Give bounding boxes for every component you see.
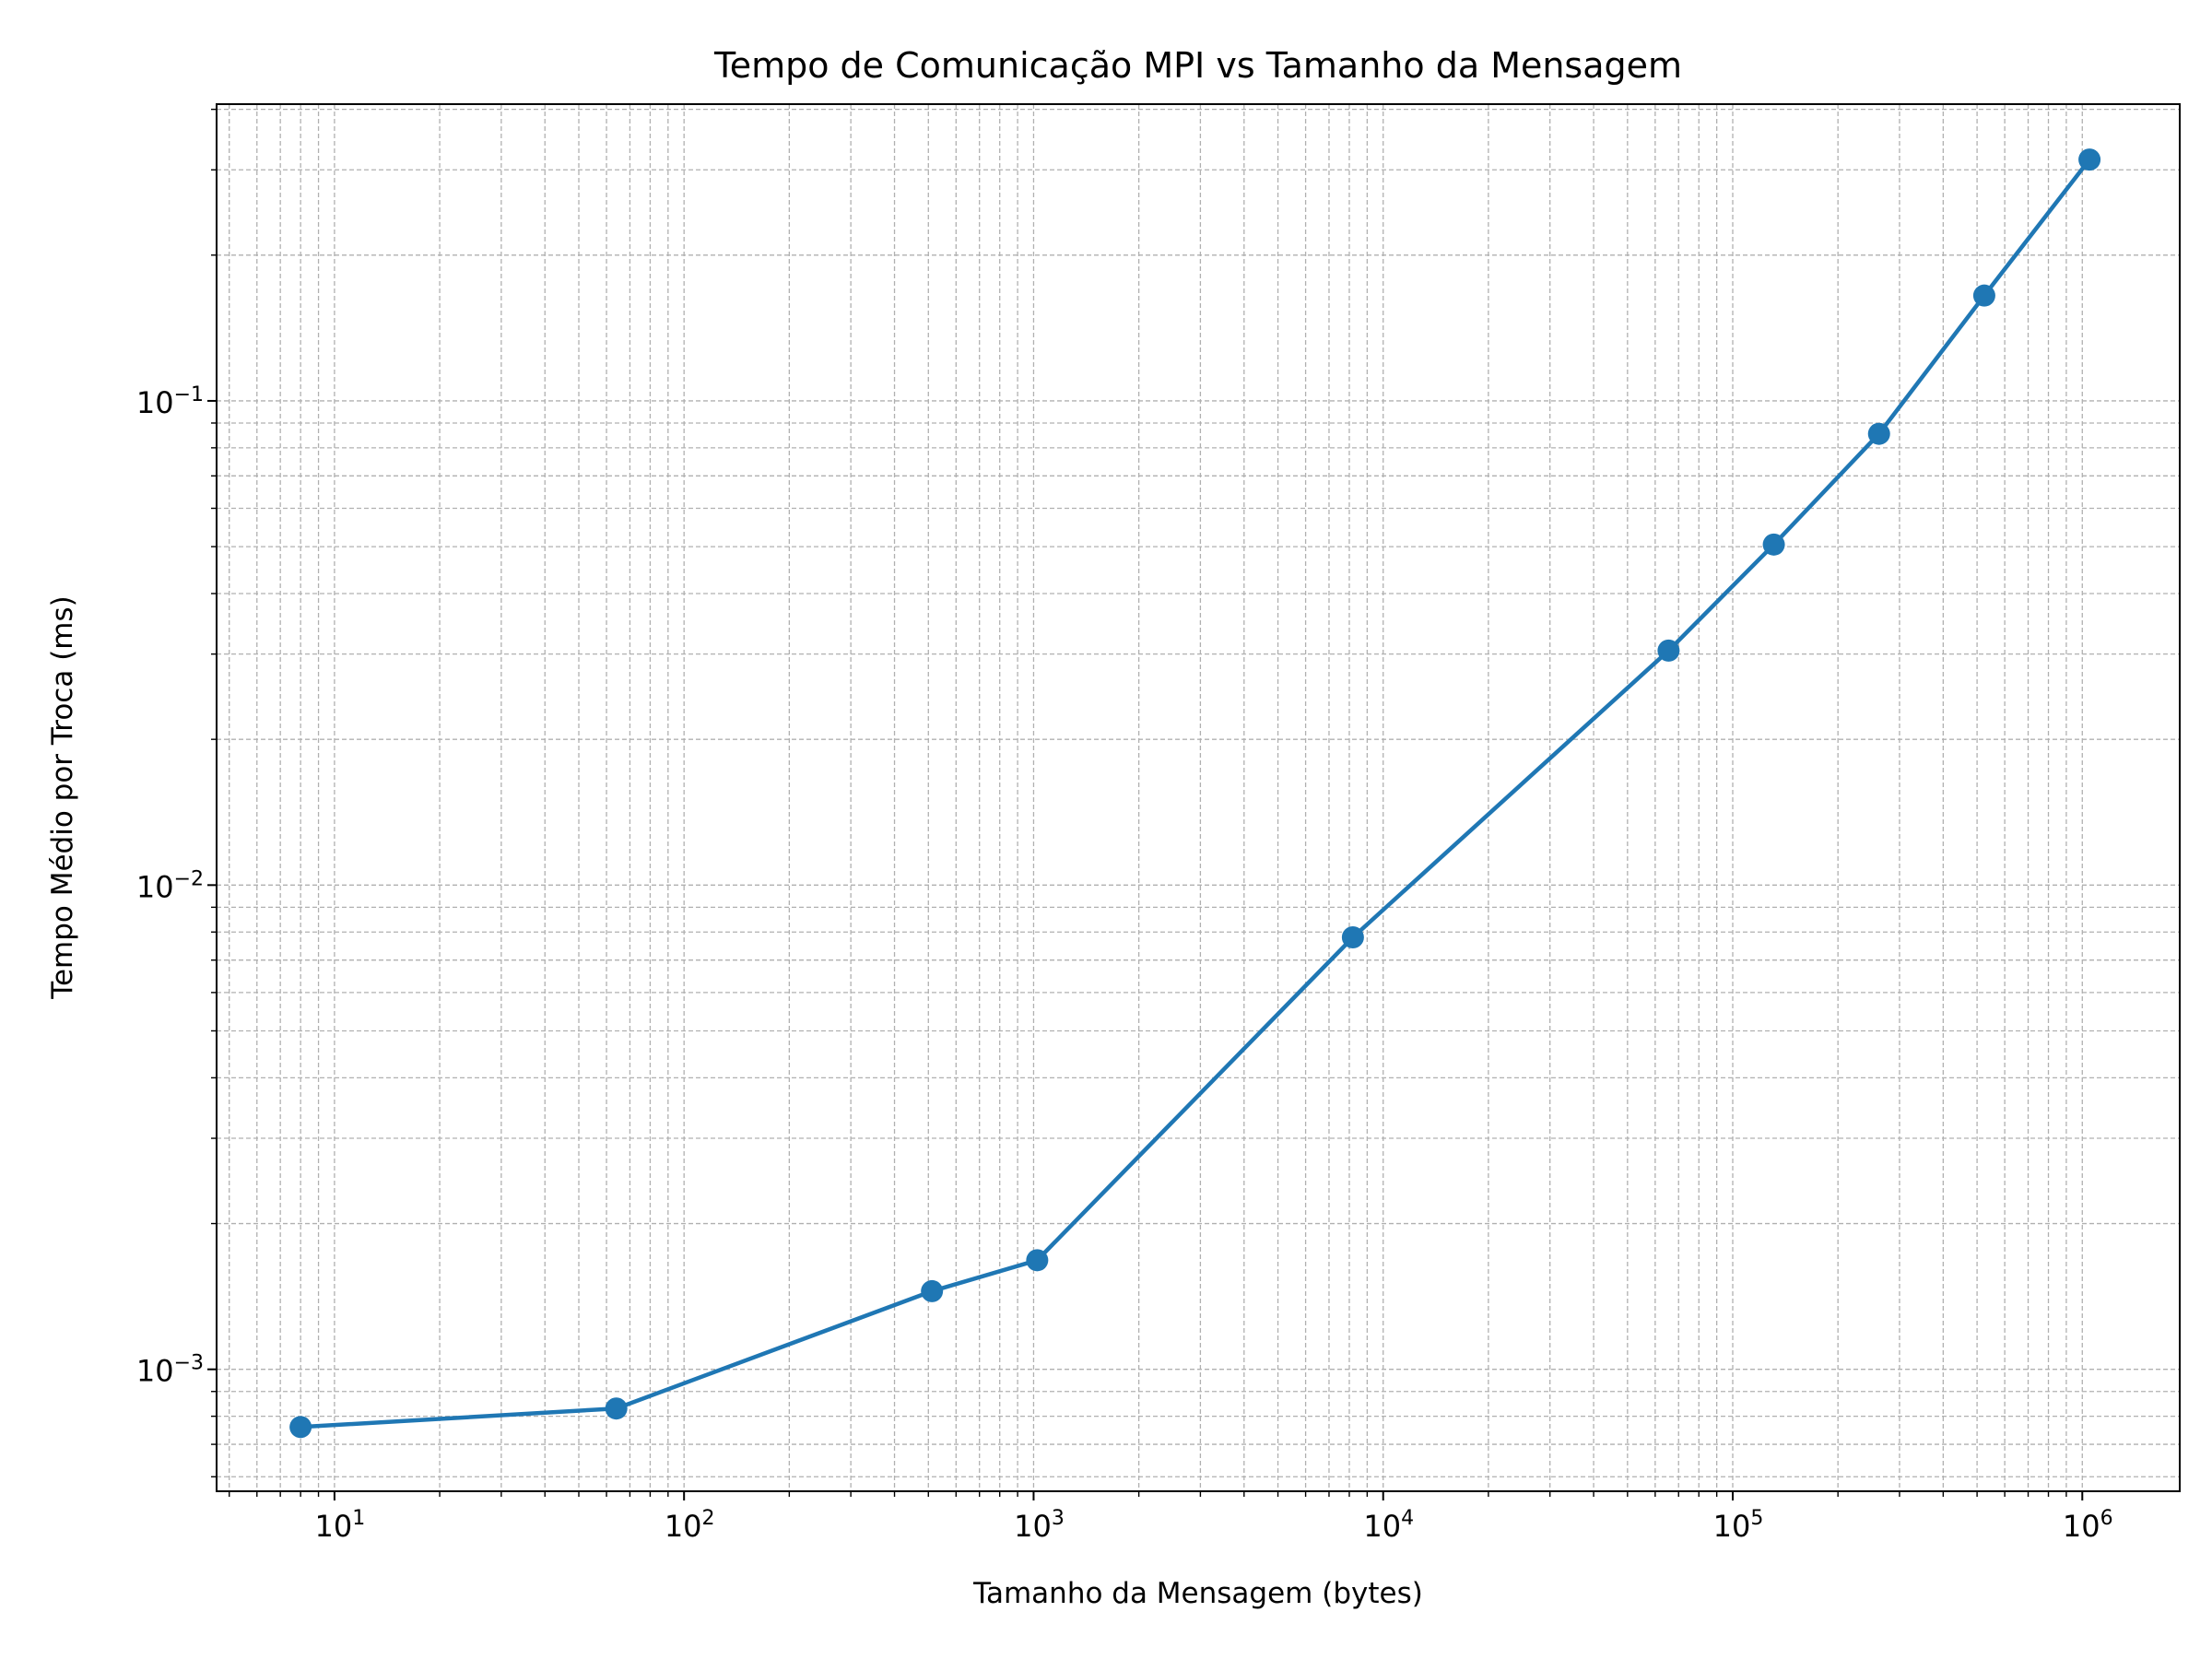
- y-axis-label: Tempo Médio por Troca (ms): [46, 595, 79, 999]
- y-tick-label: 10−3: [136, 1352, 204, 1389]
- data-point: [1026, 1249, 1049, 1272]
- y-tick-label: 10−2: [136, 867, 204, 904]
- chart-title: Tempo de Comunicação MPI vs Tamanho da M…: [713, 45, 1682, 86]
- data-point: [1972, 284, 1995, 307]
- x-tick-label: 104: [1363, 1507, 1414, 1544]
- x-tick-label: 105: [1713, 1507, 1764, 1544]
- data-point: [921, 1279, 944, 1302]
- axis-ticks: 101 102 103 104 105 106 10−3 10−2 10−1: [136, 108, 2113, 1544]
- data-point: [2078, 148, 2101, 171]
- data-point: [1657, 639, 1680, 662]
- series-line: [300, 158, 2091, 1430]
- data-point: [1762, 533, 1785, 556]
- plot-frame: [216, 103, 2181, 1492]
- x-tick-label: 102: [665, 1507, 715, 1544]
- x-tick-label: 103: [1014, 1507, 1065, 1544]
- x-tick-label: 101: [315, 1507, 366, 1544]
- x-tick-label: 106: [2063, 1507, 2113, 1544]
- data-point: [1341, 926, 1364, 949]
- data-point: [605, 1397, 628, 1420]
- x-axis-label: Tamanho da Mensagem (bytes): [972, 1577, 1423, 1610]
- grid: [217, 104, 2180, 1491]
- data-point: [1867, 422, 1890, 445]
- y-tick-label: 10−1: [136, 383, 204, 420]
- data-point: [289, 1416, 312, 1439]
- series-layer: [289, 148, 2101, 1439]
